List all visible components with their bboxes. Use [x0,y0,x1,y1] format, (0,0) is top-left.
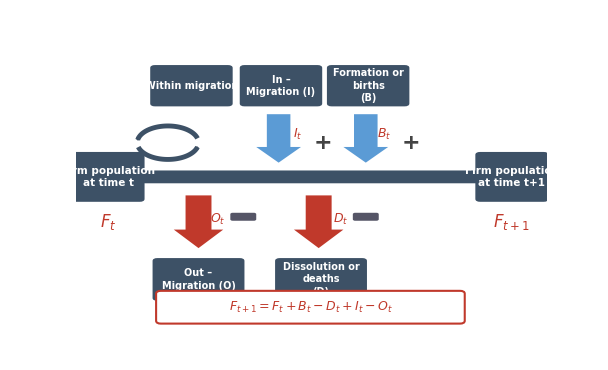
Text: $B_t$: $B_t$ [378,127,392,142]
Text: Formation or
births
(B): Formation or births (B) [333,68,404,103]
Text: $F_t$: $F_t$ [100,212,116,232]
Text: $F_{t+1}$: $F_{t+1}$ [494,212,530,232]
Polygon shape [256,114,301,163]
Text: Firm population
at time t: Firm population at time t [61,166,155,188]
FancyBboxPatch shape [275,258,367,301]
Text: In –
Migration (I): In – Migration (I) [246,74,316,97]
Text: Firm population
at time t+1: Firm population at time t+1 [465,166,559,188]
Text: +: + [314,133,333,153]
Text: +: + [401,133,420,153]
Polygon shape [142,168,496,185]
Text: $I_t$: $I_t$ [293,127,302,142]
FancyBboxPatch shape [240,65,322,106]
FancyBboxPatch shape [150,65,233,106]
FancyBboxPatch shape [156,291,465,324]
Polygon shape [294,195,344,248]
Text: Within migration: Within migration [145,81,238,91]
FancyBboxPatch shape [153,258,244,301]
Text: $O_t$: $O_t$ [210,212,225,227]
Text: $D_t$: $D_t$ [333,212,348,227]
FancyBboxPatch shape [353,213,379,221]
Text: Out –
Migration (O): Out – Migration (O) [162,268,235,291]
Text: Dissolution or
deaths
(D): Dissolution or deaths (D) [283,262,359,297]
Polygon shape [174,195,223,248]
FancyBboxPatch shape [72,152,145,202]
FancyBboxPatch shape [230,213,256,221]
Text: $F_{t+1} = F_t + B_t - D_t + I_t - O_t$: $F_{t+1} = F_t + B_t - D_t + I_t - O_t$ [229,300,393,315]
FancyBboxPatch shape [475,152,548,202]
FancyBboxPatch shape [327,65,409,106]
Polygon shape [344,114,388,163]
